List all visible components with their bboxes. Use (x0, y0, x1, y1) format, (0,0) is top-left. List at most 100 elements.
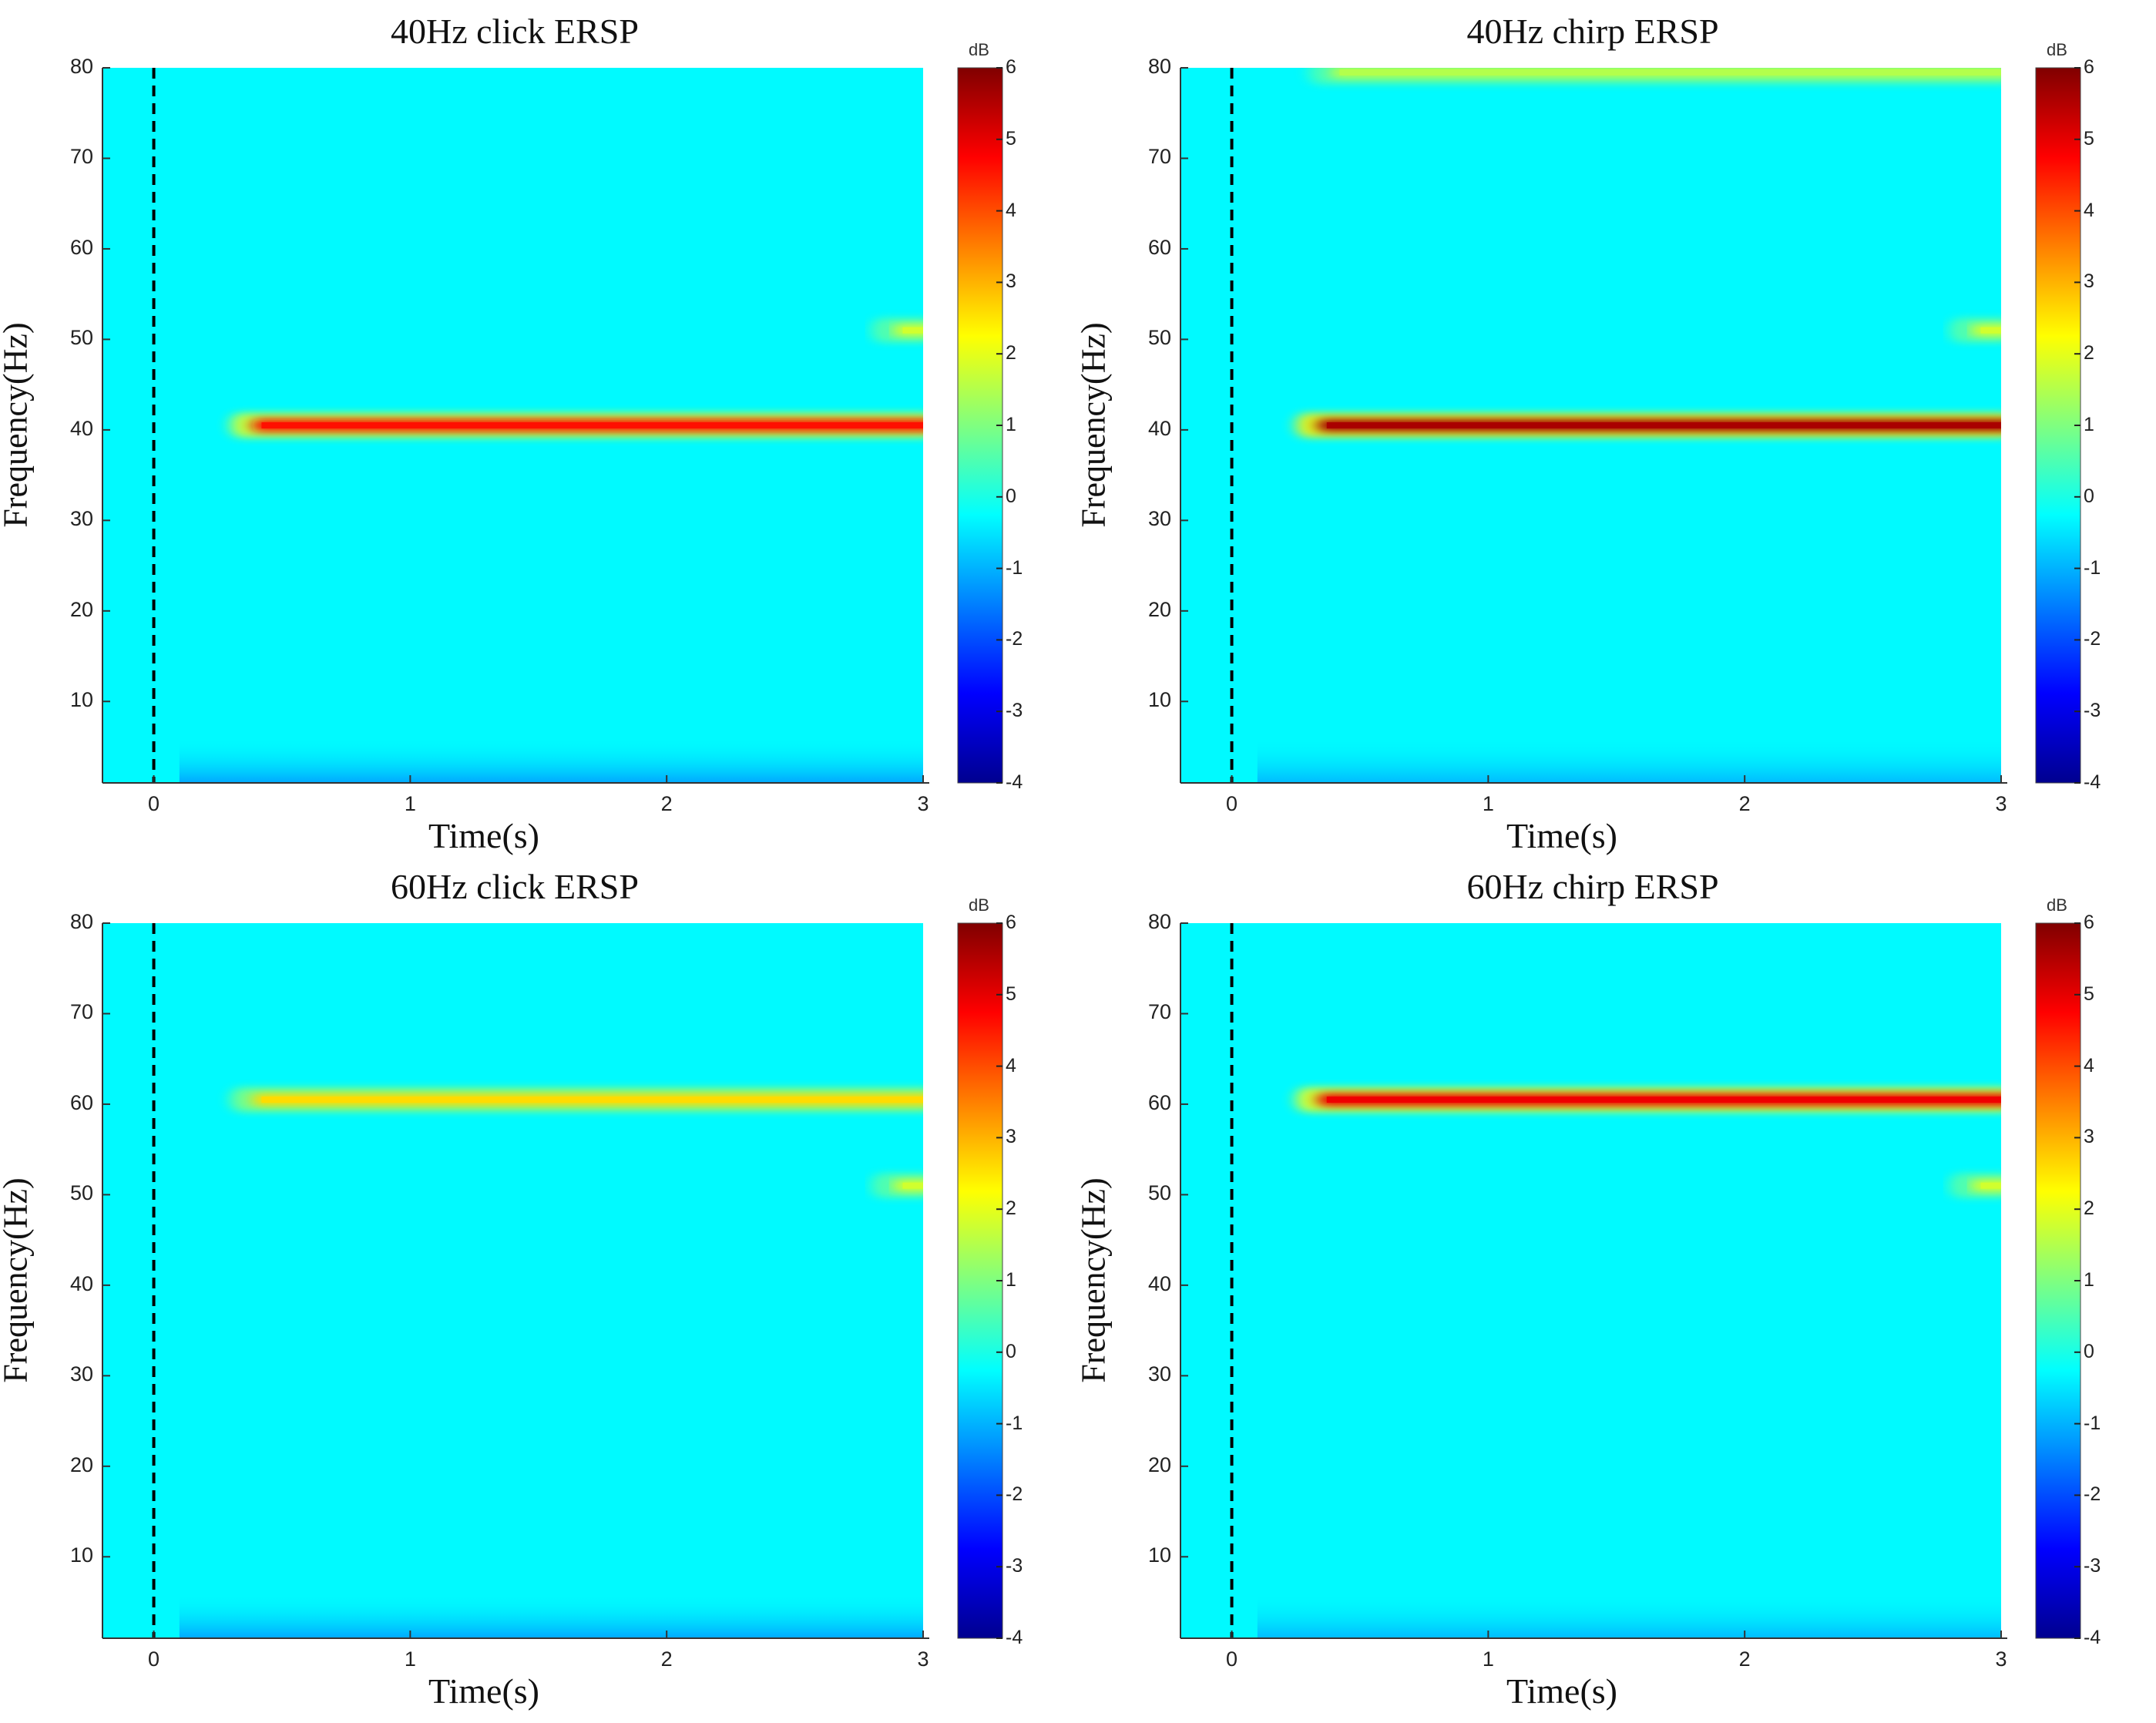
y-tick-label: 50 (69, 1181, 93, 1205)
y-tick-label: 20 (69, 597, 93, 621)
x-tick-label: 1 (404, 1647, 416, 1671)
y-tick-label: 60 (1147, 235, 1171, 259)
y-tick-label: 40 (1147, 1271, 1171, 1295)
y-tick-label: 20 (69, 1453, 93, 1476)
colorbar-tick-label: -3 (1006, 700, 1023, 722)
x-axis-label: Time(s) (1506, 816, 1617, 855)
colorbar-tick-label: 4 (1006, 1054, 1016, 1076)
colorbar-tick-label: -1 (1006, 1412, 1023, 1434)
y-tick-label: 70 (69, 145, 93, 169)
x-tick-label: 0 (1226, 1647, 1238, 1671)
x-tick-label: 3 (917, 792, 929, 815)
heatmap-field (179, 1087, 923, 1638)
low-frequency-dip (1257, 1593, 2001, 1638)
colorbar-tick-label: 2 (2084, 342, 2094, 364)
x-tick-label: 3 (1995, 792, 2007, 815)
x-tick-label: 0 (1226, 792, 1238, 815)
colorbar-tick-label: 1 (1006, 414, 1016, 435)
colorbar-tick-label: 2 (2084, 1197, 2094, 1220)
colorbar-tick-label: 3 (2084, 1126, 2094, 1148)
chart-title: 40Hz click ERSP (391, 12, 639, 51)
colorbar-tick-label: 2 (1006, 1197, 1016, 1220)
colorbar-tick-label: -3 (1006, 1555, 1023, 1577)
x-tick-label: 2 (1738, 792, 1751, 815)
colorbar-tick-label: -2 (1006, 628, 1023, 650)
y-tick-label: 30 (69, 1362, 93, 1386)
colorbar-tick-label: -4 (1006, 771, 1023, 793)
ersp-panel-4: 0 1 2 3 10 20 30 40 50 60 70 80 -4 -3 -2 -1 0 1 2 3 4 5 6 dB 60H… (1075, 855, 2156, 1717)
ersp-plot-svg (1180, 922, 2081, 1639)
ersp-panel-3: 0 1 2 3 10 20 30 40 50 60 70 80 -4 -3 -2 -1 0 1 2 3 4 5 6 dB 60H… (0, 855, 1078, 1717)
y-tick-label: 80 (69, 55, 93, 78)
colorbar-unit-label: dB (969, 895, 989, 915)
y-tick-label: 20 (1147, 597, 1171, 621)
low-frequency-dip (1257, 737, 2001, 783)
colorbar-tick-label: 0 (2084, 485, 2094, 507)
y-tick-label: 10 (1147, 688, 1171, 712)
low-frequency-dip (179, 1593, 923, 1638)
colorbar (2035, 67, 2081, 784)
colorbar-tick-label: -2 (2084, 1483, 2101, 1506)
band-peak-2 (1980, 327, 2001, 334)
colorbar-tick-label: 6 (2084, 56, 2094, 78)
band-peak-1 (261, 422, 923, 428)
colorbar-tick-label: 6 (1006, 912, 1016, 933)
colorbar-tick-label: 5 (1006, 127, 1016, 149)
colorbar-tick-label: 3 (1006, 270, 1016, 293)
y-axis-label: Frequency(Hz) (0, 322, 35, 528)
colorbar (2035, 922, 2081, 1639)
band-peak-2 (902, 1182, 923, 1189)
colorbar-tick-label: 5 (2084, 982, 2094, 1005)
x-tick-label: 2 (660, 1647, 673, 1671)
colorbar-tick-label: 2 (1006, 342, 1016, 364)
x-tick-label: 0 (148, 792, 160, 815)
y-tick-label: 60 (69, 235, 93, 259)
heatmap-background (102, 923, 923, 1638)
x-tick-label: 2 (1738, 1647, 1751, 1671)
x-tick-label: 1 (404, 792, 416, 815)
band-peak-2 (902, 327, 923, 334)
y-tick-label: 40 (1147, 416, 1171, 440)
heatmap-field (1257, 1087, 2001, 1638)
band-peak-2 (1980, 1182, 2001, 1189)
ersp-plot-svg (1180, 67, 2081, 784)
ersp-panel-1: 0 1 2 3 10 20 30 40 50 60 70 80 -4 -3 -2 -1 0 1 2 3 4 5 6 dB 40H… (0, 0, 1078, 862)
x-tick-label: 3 (917, 1647, 929, 1671)
colorbar-tick-label: -4 (2084, 1627, 2101, 1648)
chart-title: 60Hz click ERSP (391, 867, 639, 906)
colorbar-tick-label: 0 (2084, 1340, 2094, 1362)
colorbar-tick-label: -2 (1006, 1483, 1023, 1506)
y-tick-label: 20 (1147, 1453, 1171, 1476)
y-tick-label: 70 (1147, 145, 1171, 169)
colorbar-tick-label: -1 (2084, 556, 2101, 579)
colorbar-tick-label: -2 (2084, 628, 2101, 650)
y-tick-label: 80 (69, 910, 93, 933)
y-tick-label: 30 (1147, 1362, 1171, 1386)
colorbar-tick-label: 5 (1006, 982, 1016, 1005)
chart-title: 60Hz chirp ERSP (1466, 867, 1719, 906)
colorbar-tick-label: 3 (2084, 270, 2094, 293)
y-tick-label: 60 (1147, 1090, 1171, 1114)
x-tick-label: 0 (148, 1647, 160, 1671)
band-peak-3 (1339, 69, 2001, 76)
y-tick-label: 40 (69, 416, 93, 440)
low-frequency-dip (179, 737, 923, 783)
colorbar-tick-label: -3 (2084, 1555, 2101, 1577)
colorbar-tick-label: 4 (2084, 199, 2094, 221)
y-tick-label: 60 (69, 1090, 93, 1114)
x-tick-label: 1 (1482, 792, 1494, 815)
heatmap-field (179, 317, 923, 783)
y-tick-label: 30 (1147, 507, 1171, 531)
x-axis-label: Time(s) (428, 816, 539, 855)
y-tick-label: 80 (1147, 55, 1171, 78)
colorbar-tick-label: -1 (1006, 556, 1023, 579)
ersp-panel-2: 0 1 2 3 10 20 30 40 50 60 70 80 -4 -3 -2 -1 0 1 2 3 4 5 6 dB 40H… (1075, 0, 2156, 862)
colorbar-tick-label: 0 (1006, 485, 1016, 507)
colorbar-tick-label: -4 (2084, 771, 2101, 793)
x-axis-label: Time(s) (428, 1671, 539, 1711)
colorbar-unit-label: dB (969, 40, 989, 59)
colorbar-tick-label: 0 (1006, 1340, 1016, 1362)
x-axis-label: Time(s) (1506, 1671, 1617, 1711)
x-tick-label: 2 (660, 792, 673, 815)
y-tick-label: 80 (1147, 910, 1171, 933)
